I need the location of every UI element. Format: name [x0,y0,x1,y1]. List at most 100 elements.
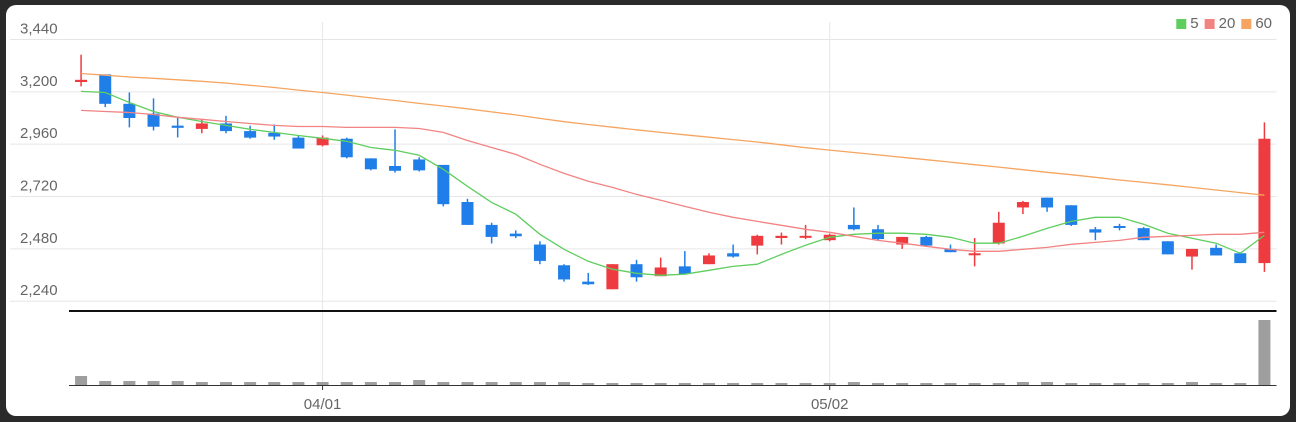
legend-swatch [1241,19,1252,29]
legend-swatch [1176,19,1187,29]
candle-body [123,103,136,118]
volume-bar [99,381,112,385]
volume-bar [1113,383,1126,385]
y-tick-label: 2,480 [20,230,58,247]
volume-bar [992,383,1005,385]
volume-bar [823,383,836,385]
volume-bar [1161,383,1174,385]
volume-bar [389,382,402,385]
candle-body [654,267,667,277]
candle-body [99,74,112,104]
x-tick-label: 04/01 [304,396,342,413]
candle-body [872,229,885,240]
candle-body [1161,241,1174,255]
candle-body [847,224,860,230]
candle-body [389,166,402,171]
candle-body [1041,197,1054,208]
volume-bar [316,382,329,385]
volume-bar [1234,383,1247,385]
candle-body [171,125,184,128]
volume-bar [872,383,885,385]
volume-bar [702,383,715,385]
candle-body [582,281,595,285]
volume-bar [147,381,160,385]
candle-body [1089,229,1102,233]
volume-bar [1041,382,1054,385]
candle-body [799,235,812,238]
volume-bar [896,383,909,385]
volume-bar [437,382,450,385]
volume-bar [1137,383,1150,385]
candle-body [1185,248,1198,257]
y-tick-label: 3,440 [20,20,58,37]
candle-body [340,138,353,158]
x-tick-label: 05/02 [811,396,849,413]
volume-bar [920,383,933,385]
candle-body [195,123,208,129]
candle-body [437,164,450,205]
volume-bar [509,382,522,385]
candle-body [316,137,329,146]
candle-body [244,131,257,138]
volume-bar [171,381,184,385]
candle-body [1210,247,1223,256]
volume-bar [847,382,860,385]
volume-bar [1089,383,1102,385]
candle-body [606,264,619,290]
candle-body [751,235,764,246]
ma-line [81,109,1265,252]
candle-body [461,202,474,225]
candle-body [968,253,981,256]
candle-body [944,248,957,253]
volume-bar [364,382,377,385]
volume-bar [413,380,426,385]
candle-body [364,158,377,170]
volume-bar [244,382,257,385]
volume-bar [582,383,595,385]
candle-body [1016,202,1029,208]
candle-body [702,255,715,265]
candle-body [896,236,909,245]
volume-bar [799,383,812,385]
volume-bar [654,383,667,385]
volume-bar [944,383,957,385]
candle-body [920,236,933,246]
y-tick-label: 2,960 [20,125,58,142]
candle-body [727,253,740,257]
volume-bar [1258,320,1271,385]
legend-label: 20 [1219,15,1236,32]
candle-body [1065,205,1078,225]
y-tick-label: 2,720 [20,178,58,195]
volume-bar [727,383,740,385]
candle-body [678,266,691,274]
candle-body [75,79,88,82]
volume-bar [558,382,571,385]
volume-bar [630,383,643,385]
volume-bar [1016,382,1029,385]
volume-bar [775,383,788,385]
candle-body [219,123,232,132]
volume-bar [123,381,136,385]
volume-bar [1065,383,1078,385]
volume-bar [1210,383,1223,385]
volume-bar [268,382,281,385]
candle-body [485,224,498,237]
volume-bar [1185,382,1198,385]
volume-bar [461,382,474,385]
candle-body [992,222,1005,244]
candle-body [147,113,160,127]
volume-bar [75,376,88,385]
candle-body [1258,138,1271,264]
volume-bar [292,382,305,385]
volume-bar [678,383,691,385]
candle-body [775,235,788,238]
candle-body [413,159,426,171]
ma-line [81,72,1265,196]
volume-bar [533,382,546,385]
candle-body [558,265,571,280]
volume-bar [968,383,981,385]
y-tick-label: 2,240 [20,282,58,299]
candle-body [1113,226,1126,228]
legend-label: 60 [1255,15,1272,32]
